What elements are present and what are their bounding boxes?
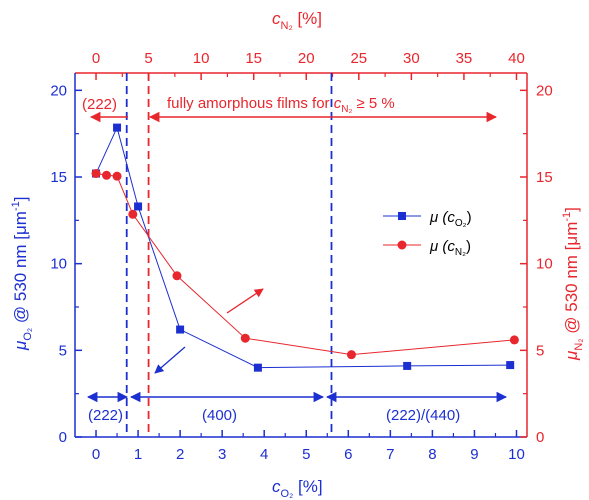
x-top-tick-label: 35 (456, 50, 473, 67)
data-point-o2 (506, 361, 515, 370)
x-bottom-tick-label: 8 (428, 446, 436, 463)
x-bottom-tick-label: 7 (386, 446, 394, 463)
amorphous-annotation-end: ≥ 5 % (352, 95, 394, 112)
amorphous-annotation-c: c (334, 95, 342, 112)
phase-label-3: (222)/(440) (386, 407, 460, 424)
data-point-n2 (112, 171, 122, 181)
data-point-n2 (346, 350, 356, 360)
data-point-o2 (113, 123, 122, 132)
data-point-n2 (509, 335, 519, 345)
data-point-o2 (134, 202, 143, 211)
x-bottom-tick-label: 1 (134, 446, 142, 463)
x-top-tick-label: 20 (298, 50, 315, 67)
x-bottom-title-sub: O₂ (281, 488, 294, 500)
x-top-title-main: c (272, 9, 281, 28)
y-left-axis-title: μO₂ @ 530 nm [μm-1] (10, 197, 34, 351)
y-right-title-sub: N₂ (573, 338, 585, 350)
y-left-title-end: ] (11, 197, 30, 202)
amorphous-annotation: fully amorphous films for cN₂ ≥ 5 % (167, 95, 395, 115)
x-bottom-tick-label: 9 (470, 446, 478, 463)
data-point-n2 (240, 333, 250, 343)
y-right-title-end: ] (562, 207, 581, 212)
y-right-tick-label: 20 (536, 82, 553, 99)
amorphous-annotation-text: fully amorphous films for (167, 95, 334, 112)
amorphous-annotation-sub: N₂ (341, 104, 352, 115)
y-left-tick-label: 0 (59, 429, 67, 446)
x-bottom-tick-label: 10 (508, 446, 525, 463)
legend-n2-main: μ (c (429, 238, 455, 255)
legend: μ (cO₂) μ (cN₂) (383, 209, 472, 258)
blue-series-pointer-arrow (154, 346, 186, 374)
x-top-tick-label: 5 (144, 50, 152, 67)
y-right-tick-label: 5 (536, 342, 544, 359)
data-point-n2 (102, 170, 112, 180)
phase-label-2: (400) (202, 407, 237, 424)
x-top-tick-label: 0 (92, 50, 100, 67)
y-left-tick-label: 5 (59, 342, 67, 359)
data-point-o2 (403, 361, 412, 370)
x-bottom-tick-label: 3 (218, 446, 226, 463)
y-right-title-sup: -1 (561, 212, 573, 222)
y-right-tick-label: 15 (536, 169, 553, 186)
red-series-pointer-arrow (226, 288, 264, 314)
legend-marker-n2 (397, 240, 407, 250)
top-phase-label: (222) (82, 96, 117, 113)
x-bottom-tick-label: 5 (302, 446, 310, 463)
x-top-tick-label: 15 (245, 50, 262, 67)
legend-label-n2: μ (cN₂) (429, 238, 471, 258)
x-top-tick-label: 25 (350, 50, 367, 67)
x-top-axis-title: cN₂ [%] (272, 9, 322, 32)
x-top-tick-label: 10 (193, 50, 210, 67)
y-right-tick-label: 0 (536, 429, 544, 446)
x-top-tick-label: 30 (403, 50, 420, 67)
y-left-tick-label: 20 (50, 82, 67, 99)
x-bottom-tick-label: 0 (92, 446, 100, 463)
y-left-tick-label: 15 (50, 169, 67, 186)
legend-marker-o2 (398, 212, 406, 220)
legend-n2-sub: N₂ (455, 247, 466, 258)
x-bottom-title-main: c (272, 477, 281, 496)
y-left-title-sub: O₂ (22, 328, 34, 341)
data-point-o2 (253, 363, 262, 372)
legend-o2-main: μ (c (429, 209, 455, 226)
data-point-n2 (172, 271, 182, 281)
x-bottom-axis-title: cO₂ [%] (272, 477, 323, 500)
y-left-title-main: μ (11, 340, 30, 351)
x-bottom-tick-label: 2 (176, 446, 184, 463)
x-top-title-sub: N₂ (281, 20, 293, 32)
series-line-n2 (95, 173, 515, 356)
x-top-tick-label: 40 (508, 50, 525, 67)
y-left-title-rest: @ 530 nm [μm (11, 211, 30, 328)
x-bottom-tick-label: 6 (344, 446, 352, 463)
y-right-axis-title: μN₂ @ 530 nm [μm-1] (561, 207, 585, 361)
x-bottom-tick-label: 4 (260, 446, 268, 463)
legend-o2-end: ) (467, 209, 472, 226)
x-top-title-unit: [%] (293, 9, 322, 28)
axis-ticks: 0 1 2 3 4 5 6 7 8 9 10 0 5 10 15 20 25 30 35 40 0 5 10 15 20 0 5 10… (50, 50, 552, 463)
y-left-tick-label: 10 (50, 256, 67, 273)
reference-lines (125, 73, 333, 437)
data-point-n2 (128, 209, 138, 219)
legend-o2-sub: O₂ (455, 218, 467, 229)
legend-label-o2: μ (cO₂) (429, 209, 472, 229)
y-left-title-sup: -1 (10, 201, 22, 211)
data-point-n2 (91, 169, 101, 179)
legend-n2-end: ) (466, 238, 471, 255)
data-point-o2 (176, 325, 185, 334)
data-series (91, 123, 519, 372)
y-right-title-main: μ (562, 350, 581, 361)
phase-label-1: (222) (88, 407, 123, 424)
y-right-tick-label: 10 (536, 256, 553, 273)
y-right-title-rest: @ 530 nm [μm (562, 222, 581, 339)
x-bottom-title-unit: [%] (293, 477, 322, 496)
